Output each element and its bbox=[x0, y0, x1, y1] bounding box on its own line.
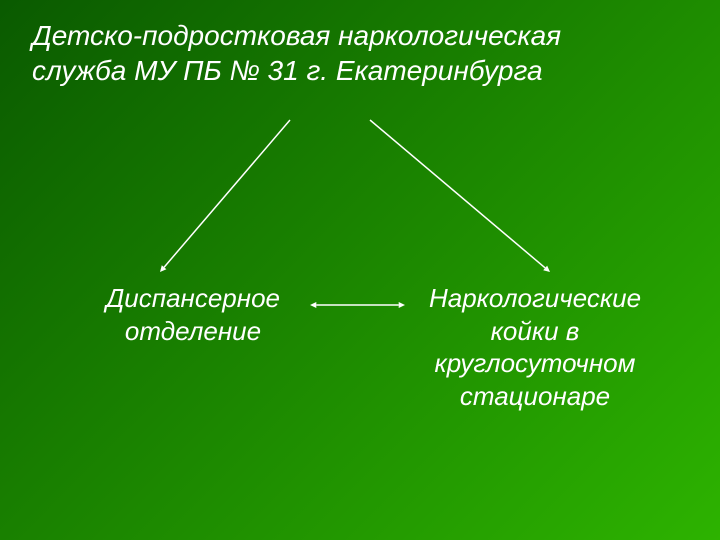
node-dispensary-line1: Диспансерное bbox=[106, 283, 280, 313]
node-narcology-line3: круглосуточном bbox=[435, 348, 636, 378]
title-line-2: служба МУ ПБ № 31 г. Екатеринбурга bbox=[32, 55, 543, 86]
node-narcology-line1: Наркологические bbox=[429, 283, 641, 313]
node-dispensary: Диспансерное отделение bbox=[68, 282, 318, 347]
node-narcology-line2: койки в bbox=[491, 316, 580, 346]
title-line-1: Детско-подростковая наркологическая bbox=[32, 20, 561, 51]
node-narcology-line4: стационаре bbox=[460, 381, 610, 411]
node-narcology-beds: Наркологические койки в круглосуточном с… bbox=[390, 282, 680, 412]
slide: Детско-подростковая наркологическая служ… bbox=[0, 0, 720, 540]
slide-title: Детско-подростковая наркологическая служ… bbox=[32, 18, 682, 88]
node-dispensary-line2: отделение bbox=[125, 316, 261, 346]
